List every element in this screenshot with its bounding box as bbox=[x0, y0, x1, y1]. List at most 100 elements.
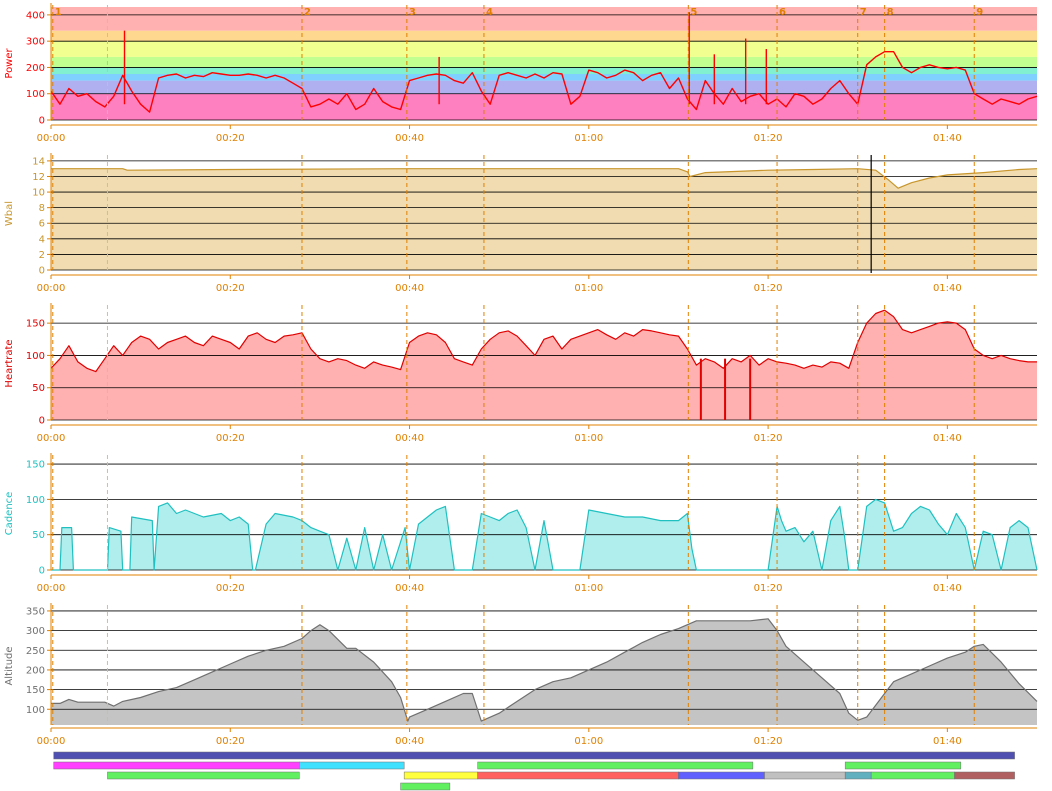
wbal-ytick-label: 0 bbox=[39, 266, 45, 277]
heartrate-ytick-label: 100 bbox=[26, 351, 45, 362]
altitude-ytick-label: 150 bbox=[26, 685, 45, 696]
power-zone-band bbox=[51, 41, 1037, 57]
power-ytick-label: 100 bbox=[26, 89, 45, 100]
interval-bar bbox=[477, 771, 679, 780]
power-ytick-label: 0 bbox=[39, 116, 45, 127]
interval-marker-label: 2 bbox=[304, 7, 311, 18]
power-ytick-label: 400 bbox=[26, 10, 45, 21]
power-zone-band bbox=[51, 80, 1037, 94]
interval-marker-label: 1 bbox=[55, 7, 62, 18]
cadence-panel: 0 50 100 150 Cadence 00:00 00:20 00:40 01:00 01:2… bbox=[4, 453, 1038, 594]
power-ytick-label: 300 bbox=[26, 37, 45, 48]
interval-bar bbox=[678, 771, 765, 780]
power-xtick-label: 01:00 bbox=[574, 133, 603, 144]
interval-bar bbox=[764, 771, 846, 780]
heartrate-axis-label: Heartrate bbox=[4, 339, 15, 387]
heartrate-ytick-label: 150 bbox=[26, 319, 45, 330]
interval-marker-label: 7 bbox=[860, 7, 867, 18]
altitude-ytick-label: 300 bbox=[26, 626, 45, 637]
cadence-xtick-label: 01:20 bbox=[754, 583, 783, 594]
power-zone-band bbox=[51, 67, 1037, 75]
altitude-ytick-label: 100 bbox=[26, 705, 45, 716]
interval-bar bbox=[107, 771, 300, 780]
heartrate-panel: 0 50 100 150 Heartrate 00:00 00:20 00:40 01:00 01… bbox=[4, 303, 1037, 444]
heartrate-xtick-label: 00:00 bbox=[37, 433, 66, 444]
heartrate-line bbox=[50, 309, 1037, 373]
cadence-xtick-label: 00:40 bbox=[395, 583, 424, 594]
heartrate-xtick-label: 01:40 bbox=[933, 433, 962, 444]
interval-marker-label: 4 bbox=[486, 7, 493, 18]
wbal-xtick-label: 01:40 bbox=[933, 283, 962, 294]
wbal-ytick-label: 6 bbox=[39, 219, 45, 230]
wbal-xtick-label: 01:00 bbox=[574, 283, 603, 294]
power-axis-label: Power bbox=[4, 47, 15, 78]
wbal-ytick-label: 12 bbox=[32, 172, 45, 183]
cadence-ytick-label: 0 bbox=[39, 566, 45, 577]
heartrate-xtick-label: 01:20 bbox=[754, 433, 783, 444]
wbal-ytick-label: 4 bbox=[39, 234, 45, 245]
altitude-xtick-label: 01:40 bbox=[933, 736, 962, 747]
cadence-xtick-label: 00:00 bbox=[37, 583, 66, 594]
power-xtick-label: 00:40 bbox=[395, 133, 424, 144]
cadence-xtick-label: 01:00 bbox=[574, 583, 603, 594]
altitude-ytick-label: 350 bbox=[26, 606, 45, 617]
interval-marker-label: 5 bbox=[690, 7, 697, 18]
power-ytick-label: 200 bbox=[26, 63, 45, 74]
wbal-ytick-label: 2 bbox=[39, 250, 45, 261]
wbal-ytick-label: 8 bbox=[39, 203, 45, 214]
interval-bar bbox=[400, 782, 451, 791]
interval-marker-label: 8 bbox=[887, 7, 894, 18]
power-line bbox=[50, 51, 1038, 113]
interval-marker-label: 6 bbox=[779, 7, 786, 18]
altitude-ytick-label: 250 bbox=[26, 646, 45, 657]
interval-bar bbox=[477, 761, 754, 770]
heartrate-xtick-label: 00:40 bbox=[395, 433, 424, 444]
wbal-xtick-label: 00:20 bbox=[216, 283, 245, 294]
interval-bar bbox=[870, 771, 955, 780]
wbal-line bbox=[51, 168, 1038, 189]
altitude-line bbox=[51, 618, 1038, 722]
altitude-area bbox=[51, 618, 1037, 725]
altitude-ytick-label: 200 bbox=[26, 665, 45, 676]
interval-bar bbox=[53, 751, 1015, 760]
altitude-xtick-label: 00:00 bbox=[37, 736, 66, 747]
wbal-panel: 0 2 4 6 8 10 12 14 Wbal 00:00 00:20 00:40 01:00 01:20… bbox=[4, 153, 1038, 294]
cadence-line bbox=[51, 498, 1038, 571]
altitude-xtick-label: 00:40 bbox=[395, 736, 424, 747]
cadence-xtick-label: 01:40 bbox=[933, 583, 962, 594]
cadence-ytick-label: 50 bbox=[32, 530, 45, 541]
power-zone-band bbox=[51, 56, 1037, 68]
altitude-axis-label: Altitude bbox=[4, 646, 15, 685]
wbal-xtick-label: 00:00 bbox=[37, 283, 66, 294]
wbal-xtick-label: 00:40 bbox=[395, 283, 424, 294]
interval-bar bbox=[53, 761, 300, 770]
altitude-xtick-label: 01:20 bbox=[754, 736, 783, 747]
heartrate-ytick-label: 0 bbox=[39, 416, 45, 427]
cadence-ytick-label: 150 bbox=[26, 460, 45, 471]
power-xtick-label: 01:40 bbox=[933, 133, 962, 144]
wbal-axis-label: Wbal bbox=[4, 201, 15, 226]
interval-bar bbox=[403, 771, 478, 780]
heartrate-ytick-label: 50 bbox=[32, 383, 45, 394]
wbal-xtick-label: 01:20 bbox=[754, 283, 783, 294]
cadence-axis-label: Cadence bbox=[4, 492, 15, 536]
power-zone-band bbox=[51, 30, 1037, 42]
wbal-ytick-label: 10 bbox=[32, 188, 45, 199]
interval-marker-label: 3 bbox=[409, 7, 416, 18]
wbal-ytick-label: 14 bbox=[32, 156, 45, 167]
cadence-ytick-label: 100 bbox=[26, 495, 45, 506]
altitude-panel: 100 150 200 250 300 350 Altitude 00:00 00:20 00:4… bbox=[4, 603, 1038, 747]
cadence-xtick-label: 00:20 bbox=[216, 583, 245, 594]
power-zone-band bbox=[51, 93, 1037, 120]
interval-bars bbox=[53, 751, 1015, 791]
power-xtick-label: 01:20 bbox=[754, 133, 783, 144]
wbal-area bbox=[51, 168, 1037, 270]
power-xtick-label: 00:00 bbox=[37, 133, 66, 144]
interval-marker-label: 9 bbox=[976, 7, 983, 18]
power-zone-band bbox=[51, 7, 1037, 31]
interval-bar bbox=[954, 771, 1015, 780]
heartrate-area bbox=[51, 310, 1037, 420]
heartrate-xtick-label: 01:00 bbox=[574, 433, 603, 444]
